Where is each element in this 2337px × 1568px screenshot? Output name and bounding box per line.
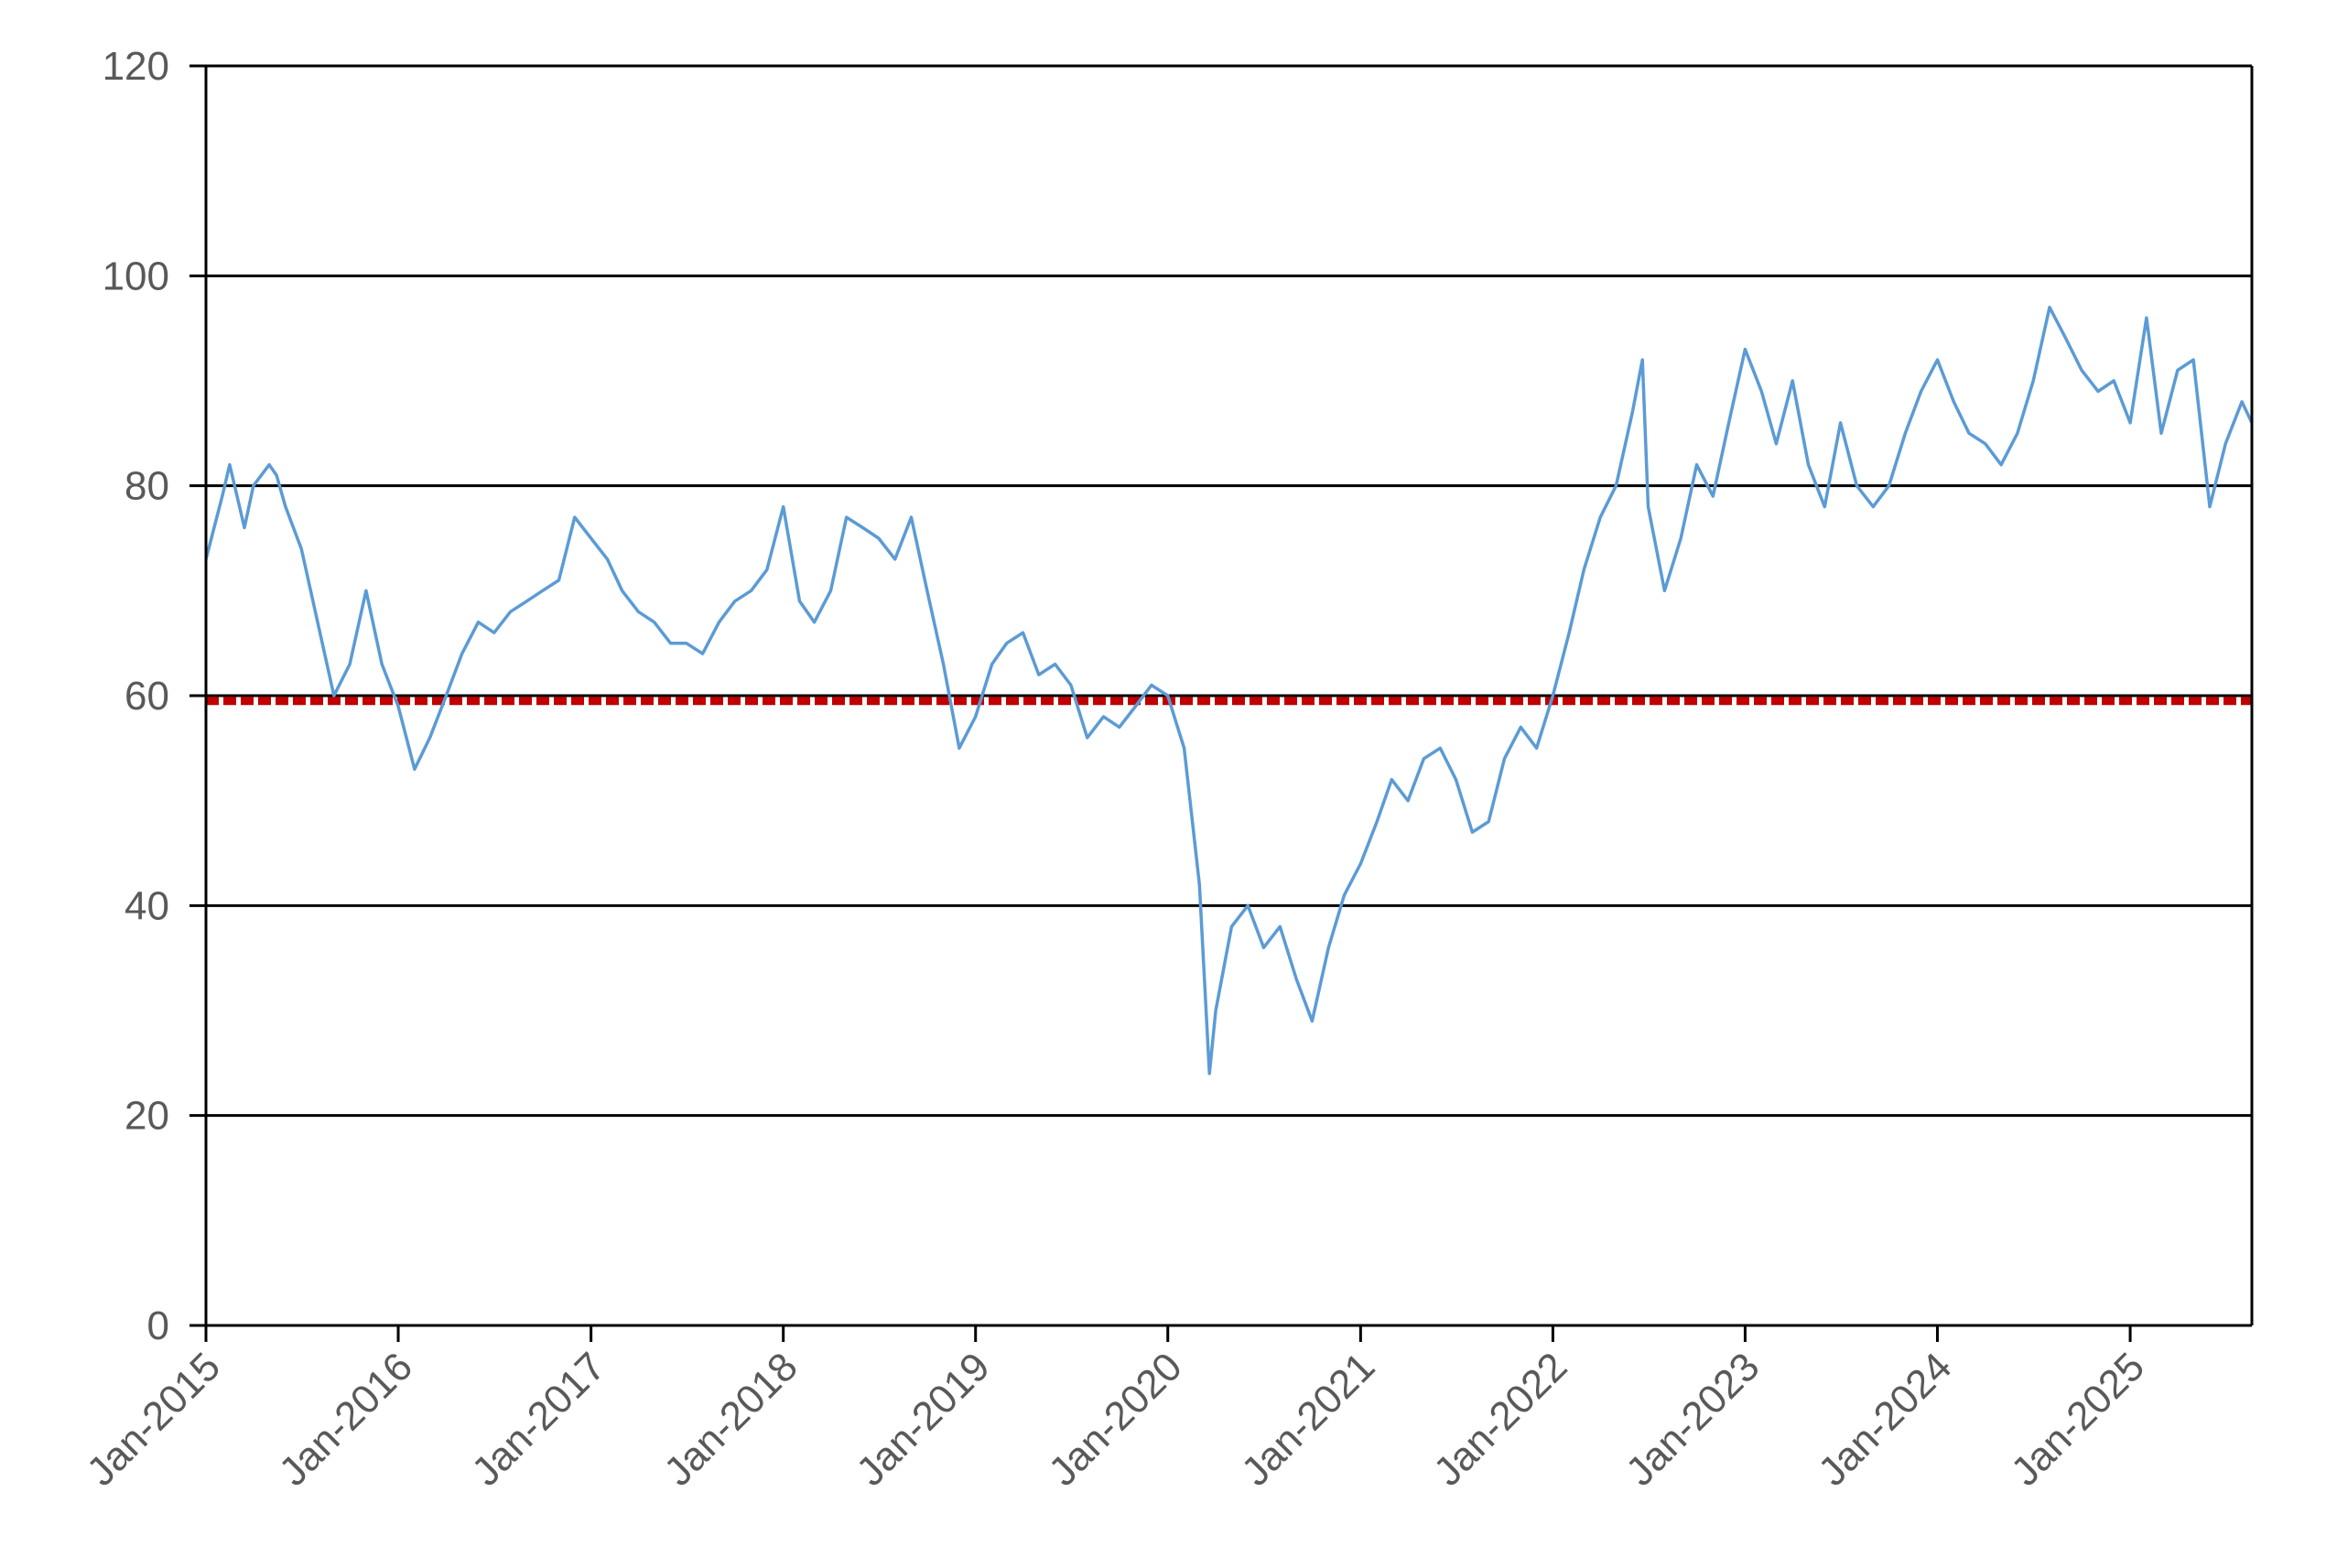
y-tick-label: 120 (103, 44, 169, 89)
x-tick-label: Jan-2023 (1618, 1344, 1768, 1494)
gridlines (206, 64, 2252, 1118)
x-tick-label: Jan-2022 (1425, 1344, 1575, 1494)
x-tick-label: Jan-2015 (79, 1344, 229, 1494)
x-tick-label: Jan-2025 (2003, 1344, 2153, 1494)
y-tick-label: 80 (124, 464, 169, 509)
axes (189, 64, 2254, 1342)
series-line (204, 305, 2254, 1076)
y-tick-label: 0 (147, 1303, 169, 1348)
series-group (204, 305, 2254, 1076)
x-tick-label: Jan-2018 (655, 1344, 806, 1494)
x-tick-labels: Jan-2015 Jan-2016 Jan-2017 Jan-2018 Jan-2019… (79, 1344, 2153, 1494)
x-tick-label: Jan-2016 (271, 1344, 421, 1494)
y-tick-label: 60 (124, 674, 169, 719)
y-tick-label: 20 (124, 1094, 169, 1139)
x-tick-label: Jan-2020 (1040, 1344, 1190, 1494)
x-tick-label: Jan-2021 (1233, 1344, 1383, 1494)
x-tick-label: Jan-2017 (463, 1344, 613, 1494)
y-tick-labels: 0 20 40 60 80 100 120 (103, 44, 169, 1348)
y-tick-label: 40 (124, 883, 169, 928)
x-tick-label: Jan-2019 (848, 1344, 998, 1494)
x-tick-label: Jan-2024 (1810, 1344, 1960, 1494)
y-tick-label: 100 (103, 254, 169, 298)
